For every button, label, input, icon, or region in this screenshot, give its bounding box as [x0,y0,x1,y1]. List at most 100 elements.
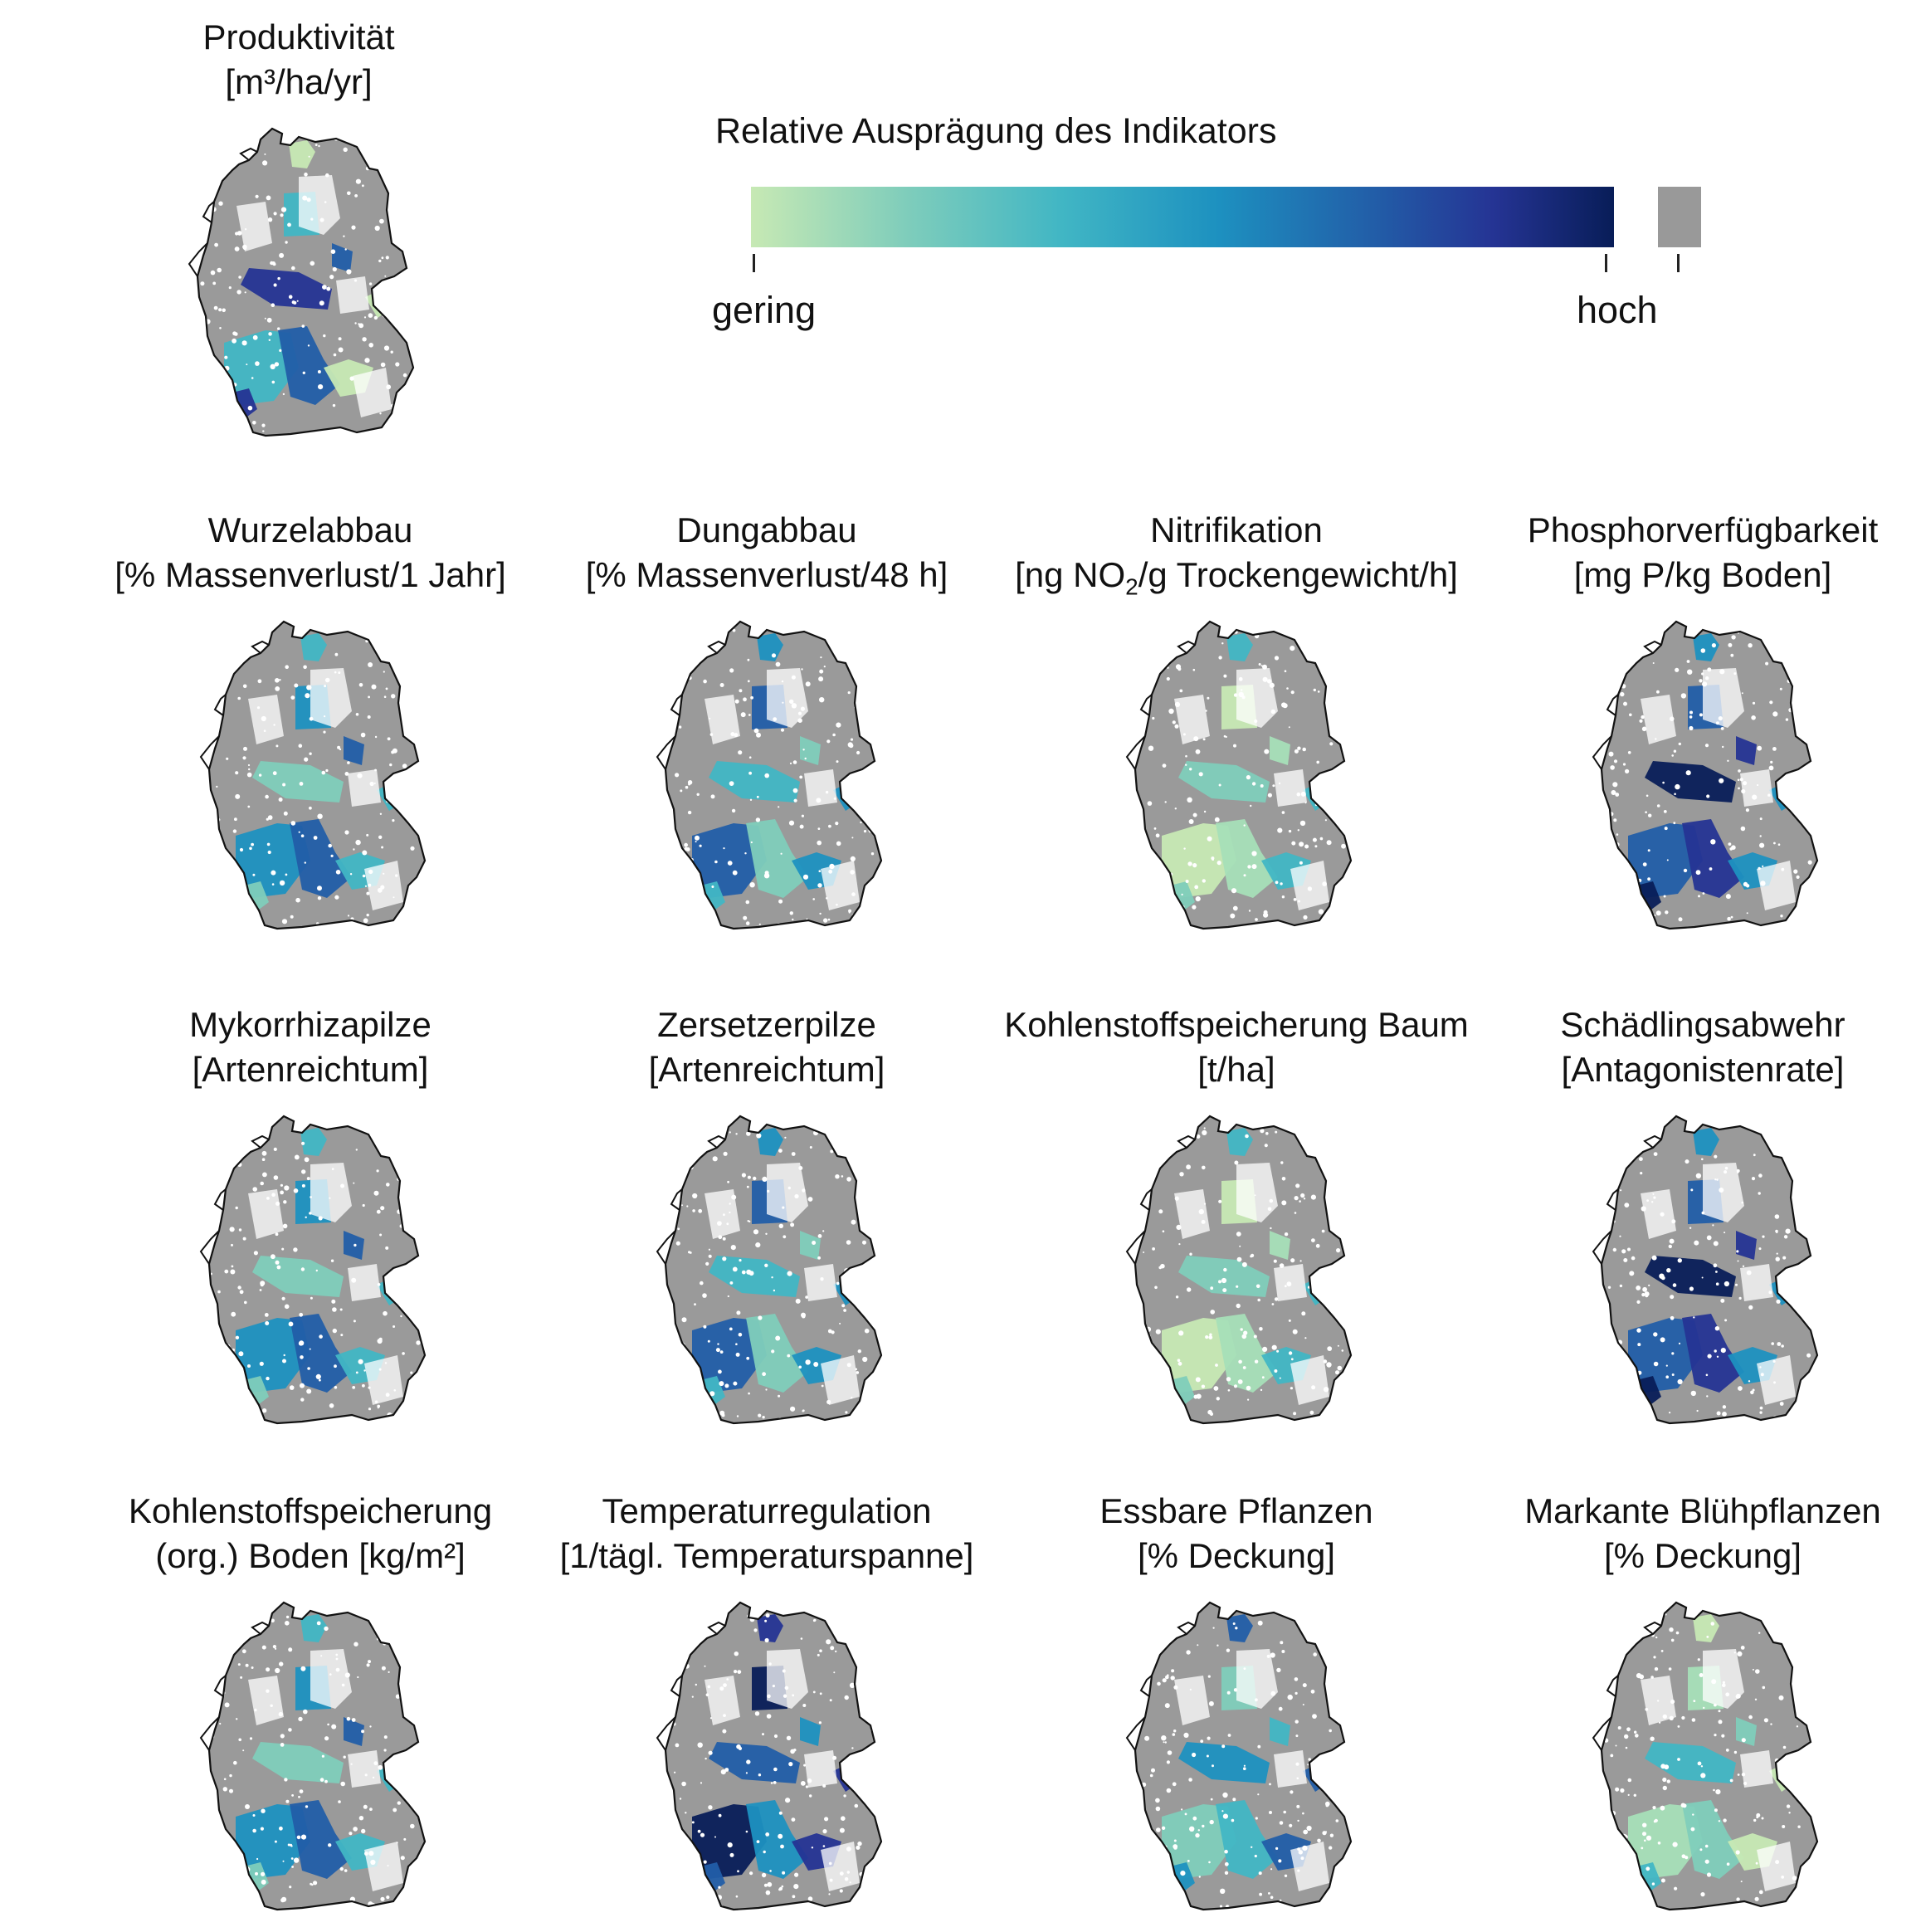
panel-title-line1: Markante Blühpflanzen [1524,1491,1881,1530]
survey-region [746,1800,808,1879]
map-panel: Dungabbau [% Massenverlust/48 h] [534,508,999,930]
panel-title-line1: Mykorrhizapilze [189,1005,431,1044]
legend-tick-na [1677,254,1680,272]
unit-prefix: [ng NO [1015,555,1126,594]
map-panel: Markante Blühpflanzen [% Deckung] [1470,1489,1921,1911]
survey-region [709,761,800,803]
panel-title-line1: Dungabbau [676,510,857,549]
survey-region [757,1614,783,1642]
survey-region [746,819,808,898]
germany-map [1112,1106,1361,1442]
survey-region [1736,1717,1757,1746]
legend-high-label: hoch [1577,289,1658,331]
survey-region [1628,823,1703,898]
germany-map [1578,1106,1827,1442]
survey-region [692,1318,767,1393]
panel-title: Schädlingsabwehr [Antagonistenrate] [1470,1003,1921,1092]
panel-title: Nitrifikation [ng NO2/g Trockengewicht/h] [1004,508,1469,609]
survey-region [224,330,299,405]
survey-region [757,633,783,661]
survey-region [692,823,767,898]
survey-region [1178,1742,1270,1783]
germany-map [1578,612,1827,948]
germany-map [1578,1593,1827,1929]
survey-region [709,1742,800,1783]
survey-region [344,736,364,765]
survey-region [300,1614,327,1642]
panel-title-unit: [Antagonistenrate] [1561,1050,1845,1089]
panel-title-line1: Produktivität [202,17,395,56]
map-panel: Produktivität [m³/ha/yr] [66,15,531,437]
map-panel: Kohlenstoffspeicherung (org.) Boden [kg/m… [78,1489,543,1911]
map-panel: Schädlingsabwehr [Antagonistenrate] [1470,1003,1921,1425]
panel-title-unit: [ng NO2/g Trockengewicht/h] [1004,553,1469,609]
survey-region [1736,736,1757,765]
germany-map [642,612,891,948]
survey-region [800,1717,821,1746]
survey-region [1645,1256,1736,1297]
germany-map [174,119,423,455]
survey-region [1628,1318,1703,1393]
map-panel: Essbare Pflanzen [% Deckung] [1004,1489,1469,1911]
legend-tick-low [753,254,755,272]
survey-region [236,1318,310,1393]
panel-title-line1: Essbare Pflanzen [1099,1491,1373,1530]
survey-region [1216,1800,1278,1879]
germany-map [186,612,435,948]
panel-title-unit: [Artenreichtum] [648,1050,885,1089]
survey-region [1682,819,1744,898]
survey-region [1682,1314,1744,1393]
survey-region [252,1742,344,1783]
survey-region [1178,1256,1270,1297]
survey-region [1270,1717,1290,1746]
panel-title-unit: [% Massenverlust/48 h] [585,555,948,594]
panel-title-unit: [t/ha] [1197,1050,1275,1089]
panel-title: Dungabbau [% Massenverlust/48 h] [534,508,999,598]
map-panel: Nitrifikation [ng NO2/g Trockengewicht/h] [1004,508,1469,930]
panel-title: Mykorrhizapilze [Artenreichtum] [78,1003,543,1092]
panel-title-unit: [1/tägl. Temperaturspanne] [559,1536,974,1575]
map-panel: Wurzelabbau [% Massenverlust/1 Jahr] [78,508,543,930]
panel-title-line1: Wurzelabbau [207,510,413,549]
survey-region [1628,1804,1703,1879]
germany-map [642,1106,891,1442]
survey-region [344,1717,364,1746]
panel-title-line1: Phosphorverfügbarkeit [1527,510,1879,549]
legend-low-label: gering [712,289,817,331]
survey-region [692,1804,767,1879]
panel-title: Temperaturregulation [1/tägl. Temperaturs… [534,1489,999,1578]
survey-region [332,243,353,272]
legend-tick-high [1605,254,1607,272]
survey-region [290,1314,352,1393]
panel-title-unit: (org.) Boden [kg/m²] [155,1536,466,1575]
survey-region [1216,819,1278,898]
survey-region [1162,823,1236,898]
germany-map [1112,1593,1361,1929]
panel-title-unit: [% Deckung] [1137,1536,1336,1575]
survey-region [1162,1318,1236,1393]
panel-title-line1: Nitrifikation [1150,510,1323,549]
survey-region [1216,1314,1278,1393]
survey-region [241,268,332,310]
panel-title: Kohlenstoffspeicherung (org.) Boden [kg/m… [78,1489,543,1578]
survey-region [252,1256,344,1297]
survey-region [300,633,327,661]
survey-region [757,1128,783,1156]
panel-title-line1: Zersetzerpilze [657,1005,876,1044]
panel-title-unit: [Artenreichtum] [192,1050,429,1089]
survey-region [800,1231,821,1260]
legend-title: Relative Ausprägung des Indikators [715,111,1277,151]
panel-title: Produktivität [m³/ha/yr] [66,15,531,105]
panel-title-line1: Kohlenstoffspeicherung Baum [1004,1005,1469,1044]
map-panel: Kohlenstoffspeicherung Baum [t/ha] [1004,1003,1469,1425]
panel-title: Zersetzerpilze [Artenreichtum] [534,1003,999,1092]
map-panel: Phosphorverfügbarkeit [mg P/kg Boden] [1470,508,1921,930]
germany-map [1112,612,1361,948]
panel-title: Essbare Pflanzen [% Deckung] [1004,1489,1469,1578]
germany-map [186,1593,435,1929]
panel-title: Phosphorverfügbarkeit [mg P/kg Boden] [1470,508,1921,598]
survey-region [236,823,310,898]
survey-region [289,140,315,168]
panel-title-line1: Schädlingsabwehr [1560,1005,1845,1044]
panel-title: Markante Blühpflanzen [% Deckung] [1470,1489,1921,1578]
